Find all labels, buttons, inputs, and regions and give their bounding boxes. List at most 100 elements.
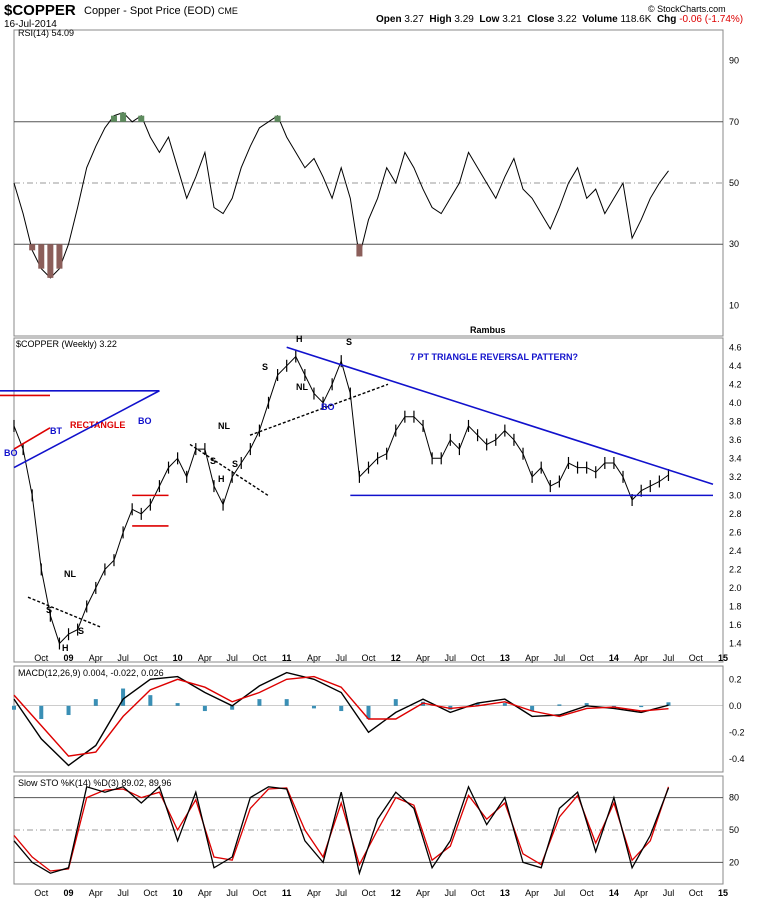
price-ytick-3.2: 3.2 — [729, 472, 742, 482]
sto-x-tick-14: Apr — [416, 888, 430, 898]
nl-2009: NL — [64, 569, 76, 579]
price-x-tick-7: Jul — [226, 653, 238, 663]
sto-ytick-50: 50 — [729, 825, 739, 835]
price-ytick-4.6: 4.6 — [729, 342, 742, 352]
price-ytick-2.2: 2.2 — [729, 564, 742, 574]
sto-x-tick-0: Oct — [34, 888, 49, 898]
h-2011: H — [296, 334, 303, 344]
price-ytick-1.8: 1.8 — [729, 601, 742, 611]
rsi-fill-3 — [38, 244, 45, 269]
price-x-tick-21: 14 — [609, 653, 619, 663]
price-ytick-2.6: 2.6 — [729, 527, 742, 537]
sto-x-tick-2: Apr — [89, 888, 103, 898]
price-x-tick-6: Apr — [198, 653, 212, 663]
sto-x-tick-13: 12 — [391, 888, 401, 898]
h-2009: H — [62, 643, 69, 653]
price-title: $COPPER (Weekly) 3.22 — [16, 339, 117, 349]
sto-x-tick-1: 09 — [64, 888, 74, 898]
triangle-top-line — [286, 346, 714, 486]
price-x-tick-22: Apr — [634, 653, 648, 663]
nl-2011: NL — [296, 382, 308, 392]
sto-x-tick-11: Jul — [335, 888, 347, 898]
h-2010: H — [218, 474, 225, 484]
macd-hist-bar — [121, 688, 126, 706]
sto-x-tick-25: 15 — [718, 888, 728, 898]
macd-hist-bar — [557, 704, 562, 706]
price-ytick-3.4: 3.4 — [729, 453, 742, 463]
rsi-ytick-90: 90 — [729, 56, 739, 66]
neckline-2010 — [189, 443, 269, 496]
neckline-2011 — [249, 383, 389, 436]
sto-x-tick-3: Jul — [117, 888, 129, 898]
price-x-tick-19: Jul — [554, 653, 566, 663]
sto-x-tick-17: 13 — [500, 888, 510, 898]
price-x-tick-3: Jul — [117, 653, 129, 663]
sto-x-tick-23: Jul — [663, 888, 675, 898]
price-x-tick-5: 10 — [173, 653, 183, 663]
sto-x-tick-8: Oct — [252, 888, 267, 898]
price-x-tick-23: Jul — [663, 653, 675, 663]
price-ytick-2.8: 2.8 — [729, 509, 742, 519]
bo-left: BO — [4, 448, 18, 458]
price-ytick-4.4: 4.4 — [729, 361, 742, 371]
price-ytick-1.6: 1.6 — [729, 620, 742, 630]
sto-x-tick-12: Oct — [361, 888, 376, 898]
price-ytick-1.4: 1.4 — [729, 638, 742, 648]
macd-ytick-0: 0.0 — [729, 701, 742, 711]
sto-ytick-80: 80 — [729, 793, 739, 803]
price-x-tick-10: Apr — [307, 653, 321, 663]
nl-2010: NL — [218, 421, 230, 431]
rsi-ytick-30: 30 — [729, 239, 739, 249]
macd-hist-bar — [339, 705, 344, 712]
price-x-tick-0: Oct — [34, 653, 49, 663]
quote-summary: Open 3.27 High 3.29 Low 3.21 Close 3.22 … — [376, 14, 744, 25]
sto-x-tick-7: Jul — [226, 888, 238, 898]
rsi-fill-29 — [274, 115, 281, 122]
sto-x-tick-24: Oct — [689, 888, 704, 898]
price-ytick-3.8: 3.8 — [729, 416, 742, 426]
bo-2009: BO — [138, 416, 152, 426]
s-2009-left: S — [46, 605, 52, 615]
macd-line — [13, 671, 669, 767]
neckline-2009 — [27, 596, 101, 628]
sto-x-tick-6: Apr — [198, 888, 212, 898]
price-x-tick-20: Oct — [580, 653, 595, 663]
rsi-fill-2 — [29, 244, 36, 251]
macd-hist-bar — [257, 699, 262, 706]
rectangle-label: RECTANGLE — [70, 420, 125, 430]
sto-x-tick-20: Oct — [580, 888, 595, 898]
price-line — [13, 355, 669, 645]
bt-label: BT — [50, 426, 62, 436]
rsi-ytick-70: 70 — [729, 117, 739, 127]
price-ytick-2: 2.0 — [729, 583, 742, 593]
left-trendline — [13, 390, 160, 469]
macd-hist-bar — [584, 703, 589, 706]
macd-ytick-0.2: 0.2 — [729, 674, 742, 684]
sto-x-tick-22: Apr — [634, 888, 648, 898]
price-x-tick-25: 15 — [718, 653, 728, 663]
macd-hist-bar — [175, 703, 180, 706]
price-x-tick-17: 13 — [500, 653, 510, 663]
macd-hist-bar — [284, 699, 289, 706]
macd-ytick--0.4: -0.4 — [729, 754, 745, 764]
sto-k-line — [13, 785, 670, 876]
macd-hist-bar — [230, 705, 235, 710]
rsi-ytick-50: 50 — [729, 178, 739, 188]
rsi-line — [13, 112, 669, 279]
macd-signal-line — [13, 675, 669, 757]
price-x-tick-15: Jul — [445, 653, 457, 663]
price-x-tick-11: Jul — [335, 653, 347, 663]
sto-x-tick-19: Jul — [554, 888, 566, 898]
price-ytick-3.6: 3.6 — [729, 435, 742, 445]
rsi-fill-5 — [56, 244, 63, 269]
triangle-label: 7 PT TRIANGLE REVERSAL PATTERN? — [410, 352, 578, 362]
bo-2011: BO — [321, 402, 335, 412]
s-2011-right: S — [346, 337, 352, 347]
sto-x-tick-21: 14 — [609, 888, 619, 898]
rsi-ytick-10: 10 — [729, 300, 739, 310]
price-ytick-3: 3.0 — [729, 490, 742, 500]
price-x-tick-24: Oct — [689, 653, 704, 663]
macd-hist-bar — [475, 703, 480, 706]
s-2010-left: S — [210, 456, 216, 466]
